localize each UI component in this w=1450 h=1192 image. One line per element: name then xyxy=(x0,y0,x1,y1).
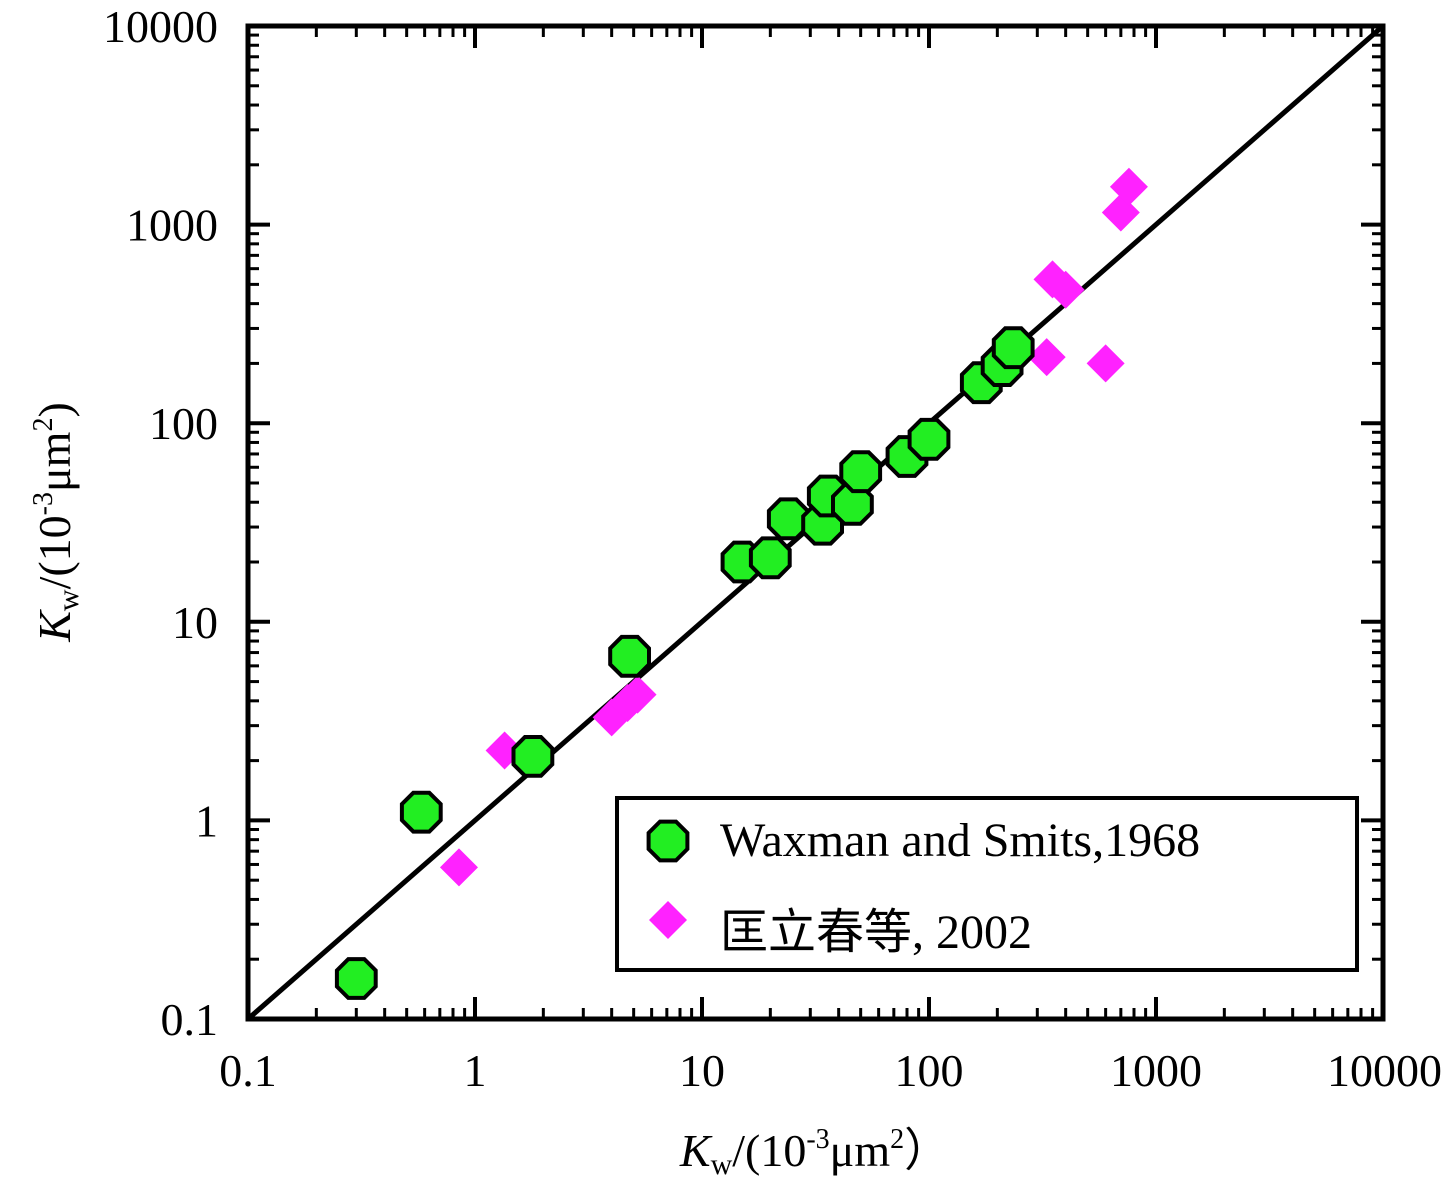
x-tick-label: 10000 xyxy=(1327,1045,1442,1096)
x-tick-label: 0.1 xyxy=(219,1045,277,1096)
legend-box xyxy=(615,796,1359,972)
y-tick-label: 0.1 xyxy=(161,994,219,1045)
data-point-kuang xyxy=(1027,338,1066,377)
data-markers xyxy=(334,167,1148,1000)
legend: Waxman and Smits,1968 匡立春等, 2002 xyxy=(615,796,1359,972)
data-point-waxman xyxy=(399,790,443,834)
data-point-kuang xyxy=(1046,270,1085,309)
x-tick-label: 100 xyxy=(895,1045,964,1096)
data-point-waxman xyxy=(907,417,951,461)
data-point-waxman xyxy=(608,634,651,678)
data-point-waxman xyxy=(511,735,555,778)
data-point-waxman xyxy=(839,450,883,494)
data-point-waxman xyxy=(334,957,378,1000)
y-tick-label: 100 xyxy=(149,398,218,449)
x-tick-label: 1000 xyxy=(1110,1045,1202,1096)
plot-frame xyxy=(245,23,1386,1022)
data-point-kuang xyxy=(1086,344,1125,383)
data-point-kuang xyxy=(1109,167,1148,206)
x-axis-label: Kw/(10-3μm2） xyxy=(679,1124,950,1181)
legend-marker-diamond xyxy=(649,901,687,939)
data-point-waxman xyxy=(991,326,1035,370)
tick-labels: 0.1 1 10 100 1000 10000 0.1 1 10 100 1000 10000 xyxy=(103,1,1442,1096)
x-tick-label: 1 xyxy=(464,1045,487,1096)
legend-label-waxman: Waxman and Smits,1968 xyxy=(720,814,1200,867)
data-point-kuang xyxy=(439,848,478,887)
y-tick-label: 1000 xyxy=(126,200,218,251)
y-tick-label: 1 xyxy=(195,795,218,846)
x-tick-label: 10 xyxy=(679,1045,725,1096)
data-point-waxman xyxy=(766,497,810,541)
legend-marker-octagon xyxy=(646,819,690,863)
y-axis-label: Kw/(10-3μm2) xyxy=(28,402,85,643)
legend-label-kuang: 匡立春等, 2002 xyxy=(720,906,1032,959)
data-point-waxman xyxy=(748,536,792,580)
y-tick-label: 10 xyxy=(172,597,218,648)
data-point-kuang xyxy=(618,675,657,714)
y-tick-label: 10000 xyxy=(103,1,218,52)
